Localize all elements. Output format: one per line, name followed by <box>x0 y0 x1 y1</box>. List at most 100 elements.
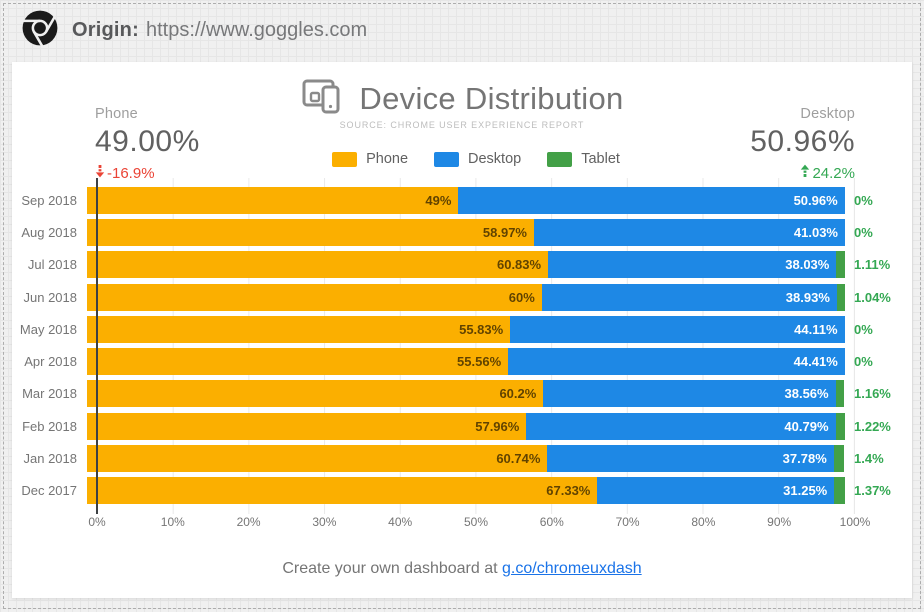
desktop-bar-segment[interactable]: 44.41% <box>508 348 845 376</box>
bar-row: May 2018 55.83% 44.11% 0% <box>12 313 912 345</box>
bar-track: 55.83% 44.11% <box>87 315 845 343</box>
row-label: Feb 2018 <box>22 418 77 434</box>
x-tick-label: 70% <box>615 514 640 529</box>
tablet-value-label: 1.11% <box>854 257 891 273</box>
desktop-value-label: 31.25% <box>783 483 828 499</box>
row-label: Mar 2018 <box>22 386 77 402</box>
bar-row: Jul 2018 60.83% 38.03% 1.11% <box>12 249 912 281</box>
desktop-value-label: 44.11% <box>794 321 838 337</box>
title-row: Device Distribution <box>12 78 912 120</box>
devices-icon <box>300 78 344 120</box>
legend-label: Tablet <box>581 151 620 167</box>
tablet-value-label: 1.37% <box>854 483 891 499</box>
phone-value-label: 67.33% <box>546 483 591 499</box>
x-tick-label: 100% <box>839 514 871 529</box>
bar-row: Jan 2018 60.74% 37.78% 1.4% <box>12 442 912 474</box>
legend-item-tablet[interactable]: Tablet <box>547 151 620 167</box>
desktop-bar-segment[interactable]: 37.78% <box>547 445 834 473</box>
desktop-value-label: 38.56% <box>784 386 829 402</box>
phone-bar-segment[interactable]: 60% <box>87 283 542 311</box>
origin-url: https://www.goggles.com <box>145 18 368 41</box>
tablet-bar-segment[interactable] <box>833 445 845 473</box>
phone-stat: Phone 49.00% -16.9% <box>95 106 200 182</box>
chart-subtitle: SOURCE: CHROME USER EXPERIENCE REPORT <box>339 120 585 130</box>
desktop-bar-segment[interactable]: 40.79% <box>526 412 836 440</box>
tablet-bar-segment[interactable] <box>835 380 845 408</box>
bar-row: Mar 2018 60.2% 38.56% 1.16% <box>12 378 912 410</box>
tablet-bar-segment[interactable] <box>834 477 845 505</box>
phone-bar-segment[interactable]: 55.56% <box>87 348 509 376</box>
phone-bar-segment[interactable]: 67.33% <box>87 477 598 505</box>
desktop-value-label: 44.41% <box>793 354 838 370</box>
chrome-logo-icon <box>21 9 59 52</box>
phone-bar-segment[interactable]: 60.74% <box>87 445 548 473</box>
bar-row: Dec 2017 67.33% 31.25% 1.37% <box>12 475 912 507</box>
bar-rows: Sep 2018 49% 50.96% 0% Aug 2018 58.97% 41.03% 0… <box>12 178 912 507</box>
desktop-value-label: 41.03% <box>793 224 838 240</box>
legend-item-phone[interactable]: Phone <box>332 151 408 167</box>
legend-swatch <box>547 151 573 167</box>
desktop-bar-segment[interactable]: 31.25% <box>597 477 835 505</box>
bar-row: Sep 2018 49% 50.96% 0% <box>12 184 912 216</box>
row-label: Jul 2018 <box>27 257 77 273</box>
tablet-value-label: 0% <box>854 321 873 337</box>
legend-label: Desktop <box>468 151 522 167</box>
phone-value-label: 49% <box>425 192 452 208</box>
bar-track: 60.74% 37.78% <box>87 445 845 473</box>
desktop-bar-segment[interactable]: 38.03% <box>548 251 837 279</box>
phone-bar-segment[interactable]: 49% <box>87 186 459 214</box>
bar-track: 55.56% 44.41% <box>87 348 845 376</box>
row-label: Aug 2018 <box>21 224 77 240</box>
page-title: Device Distribution <box>359 81 624 116</box>
desktop-bar-segment[interactable]: 41.03% <box>533 218 845 246</box>
row-label: Dec 2017 <box>21 483 77 499</box>
tablet-value-label: 1.4% <box>854 451 884 467</box>
phone-bar-segment[interactable]: 55.83% <box>87 315 511 343</box>
desktop-value-label: 38.03% <box>785 257 830 273</box>
footer-text: Create your own dashboard at <box>282 560 503 577</box>
desktop-delta-value: 24.2% <box>812 164 855 182</box>
bar-track: 60% 38.93% <box>87 283 845 311</box>
phone-bar-segment[interactable]: 60.2% <box>87 380 544 408</box>
desktop-bar-segment[interactable]: 38.93% <box>541 283 837 311</box>
bar-row: Jun 2018 60% 38.93% 1.04% <box>12 281 912 313</box>
x-axis: 0% 10% 20% 30% 40% 50% 60% 70% 80% 90% 100% <box>12 515 912 533</box>
phone-value-label: 60% <box>508 289 535 305</box>
arrow-down-icon <box>95 164 105 182</box>
bar-track: 60.2% 38.56% <box>87 380 845 408</box>
bar-row: Apr 2018 55.56% 44.41% 0% <box>12 345 912 377</box>
desktop-bar-segment[interactable]: 44.11% <box>510 315 845 343</box>
tablet-value-label: 0% <box>854 224 873 240</box>
origin-label: Origin: <box>72 18 139 41</box>
desktop-bar-segment[interactable]: 50.96% <box>458 186 845 214</box>
bar-track: 60.83% 38.03% <box>87 251 845 279</box>
tablet-value-label: 1.04% <box>854 289 891 305</box>
x-axis-spacer <box>12 515 97 533</box>
tablet-bar-segment[interactable] <box>835 412 845 440</box>
bar-track: 67.33% 31.25% <box>87 477 845 505</box>
x-tick-label: 80% <box>691 514 716 529</box>
desktop-stat-delta: 24.2% <box>750 164 855 182</box>
chromeuxdash-link[interactable]: g.co/chromeuxdash <box>502 560 642 577</box>
footer: Create your own dashboard at g.co/chrome… <box>12 560 912 578</box>
phone-bar-segment[interactable]: 60.83% <box>87 251 549 279</box>
desktop-bar-segment[interactable]: 38.56% <box>543 380 836 408</box>
desktop-stat: Desktop 50.96% 24.2% <box>750 106 855 182</box>
x-tick-label: 20% <box>236 514 261 529</box>
bar-row: Aug 2018 58.97% 41.03% 0% <box>12 216 912 248</box>
row-label: Jun 2018 <box>23 289 78 305</box>
row-label: Sep 2018 <box>21 192 77 208</box>
legend-item-desktop[interactable]: Desktop <box>434 151 521 167</box>
tablet-bar-segment[interactable] <box>836 283 845 311</box>
row-label: Jan 2018 <box>23 451 78 467</box>
x-tick-label: 40% <box>388 514 413 529</box>
x-tick-label: 0% <box>88 514 106 529</box>
row-label: Apr 2018 <box>24 354 77 370</box>
tablet-bar-segment[interactable] <box>836 251 845 279</box>
x-tick-label: 90% <box>767 514 792 529</box>
phone-bar-segment[interactable]: 58.97% <box>87 218 534 246</box>
phone-bar-segment[interactable]: 57.96% <box>87 412 527 440</box>
phone-value-label: 60.2% <box>499 386 537 402</box>
bar-chart: Sep 2018 49% 50.96% 0% Aug 2018 58.97% 41.03% 0… <box>12 178 912 533</box>
legend-swatch <box>434 151 460 167</box>
